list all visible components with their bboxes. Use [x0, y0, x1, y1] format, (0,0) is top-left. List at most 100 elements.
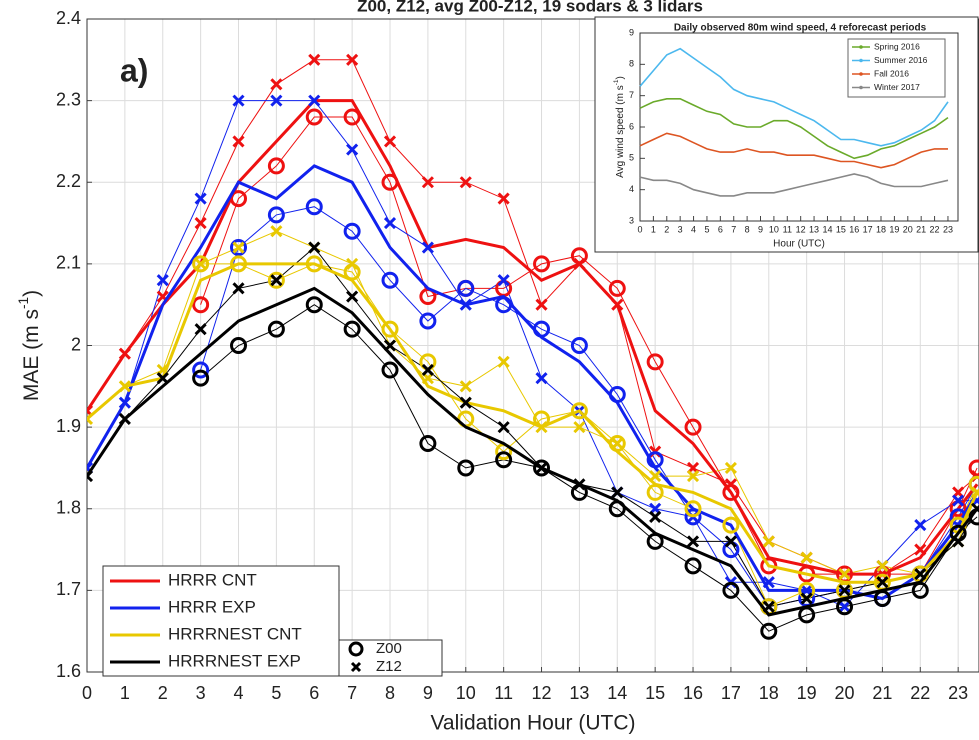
y-axis-label: MAE (m s-1): [16, 290, 42, 401]
z12-marker: [232, 241, 245, 254]
x-tick-label: 19: [797, 683, 817, 703]
z12-marker: [156, 274, 169, 287]
avg-line: [87, 262, 979, 584]
z12-marker: [724, 461, 737, 474]
x-tick-label: 3: [678, 224, 683, 234]
z12-marker: [194, 257, 207, 270]
x-tick-label: 15: [645, 683, 665, 703]
z12-marker: [497, 274, 510, 287]
x-tick-label: 6: [718, 224, 723, 234]
z00-marker: [570, 402, 588, 420]
y-axis-label-sup: -1: [613, 79, 620, 85]
z12-marker: [308, 241, 321, 254]
x-tick-label: 4: [691, 224, 696, 234]
z12-marker: [421, 363, 434, 377]
x-tick-label: 18: [759, 683, 779, 703]
y-tick-label: 6: [629, 121, 634, 131]
x-tick-label: 16: [683, 683, 703, 703]
x-tick-label: 11: [494, 683, 513, 703]
plot-frame: [86, 18, 979, 673]
z12-marker: [346, 290, 359, 303]
y-tick-label: 2.4: [56, 8, 81, 28]
z00-marker: [684, 500, 702, 518]
z00-marker: [419, 434, 437, 452]
z00-marker: [267, 271, 285, 289]
legend-label: Fall 2016: [874, 68, 909, 78]
x-axis-label: Hour (UTC): [773, 239, 825, 250]
z00-marker: [608, 279, 626, 297]
series-line: [639, 173, 949, 197]
x-tick-label: 8: [745, 224, 750, 234]
legend-label: Summer 2016: [874, 55, 928, 65]
x-tick-label: 9: [423, 683, 433, 703]
z00-marker: [684, 418, 702, 436]
y-axis-label-tail: ): [20, 290, 43, 297]
z00-marker: [760, 622, 778, 640]
z12-marker: [459, 176, 472, 189]
x-tick-label: 10: [769, 224, 779, 234]
z00-marker: [192, 255, 210, 273]
z00-marker: [684, 557, 702, 575]
y-tick-label: 1.7: [56, 579, 81, 599]
x-tick-label: 2: [158, 683, 168, 703]
z12-line: [87, 230, 978, 575]
x-tick-label: 17: [863, 224, 873, 234]
x-tick-label: 10: [456, 683, 476, 703]
z00-marker: [381, 271, 399, 289]
x-tick-label: 18: [876, 224, 886, 234]
y-tick-label: 8: [629, 59, 634, 69]
plot-frame: [639, 32, 959, 222]
x-tick-label: 5: [704, 224, 709, 234]
y-tick-label: 7: [629, 90, 634, 100]
y-tick-label: 2.3: [56, 89, 81, 109]
x-tick-label: 6: [309, 683, 319, 703]
z12-marker: [194, 217, 207, 230]
z12-marker: [232, 282, 245, 295]
x-tick-label: 7: [731, 224, 736, 234]
y-tick-label: 2.2: [56, 171, 81, 191]
z12-marker: [838, 584, 851, 597]
x-tick-label: 15: [836, 224, 846, 234]
x-tick-label: 20: [903, 224, 913, 234]
y-tick-label: 2.1: [56, 253, 81, 273]
z12-marker: [232, 94, 245, 107]
legend-label: HRRRNEST CNT: [168, 624, 302, 643]
z12-marker: [346, 53, 359, 66]
x-tick-label: 21: [916, 224, 926, 234]
z00-marker: [305, 296, 323, 314]
x-tick-label: 0: [82, 683, 92, 703]
z12-marker: [876, 576, 889, 589]
z00-line: [200, 304, 978, 632]
y-tick-label: 1.8: [56, 498, 81, 518]
z12-marker: [686, 470, 700, 483]
x-axis-label: Validation Hour (UTC): [430, 712, 635, 735]
z12-marker: [762, 535, 775, 548]
legend-label: Winter 2017: [874, 82, 920, 92]
z00-marker: [230, 239, 248, 257]
x-tick-label: 8: [385, 683, 395, 703]
legend-label: HRRR EXP: [168, 597, 256, 616]
z12-marker: [346, 143, 359, 156]
z00-marker: [192, 369, 210, 387]
z00-marker: [343, 108, 361, 126]
y-axis-label-sup: -1: [16, 297, 31, 309]
z00-marker: [343, 320, 361, 338]
x-tick-label: 2: [664, 224, 669, 234]
x-tick-label: 13: [809, 224, 819, 234]
z12-marker: [421, 176, 434, 189]
z00-line: [200, 263, 978, 608]
x-tick-label: 1: [120, 683, 130, 703]
x-tick-label: 16: [849, 224, 859, 234]
z12-marker: [724, 535, 737, 548]
x-tick-label: 12: [796, 224, 806, 234]
x-tick-label: 11: [783, 224, 792, 234]
z00-marker: [419, 312, 437, 330]
y-tick-label: 1.9: [56, 416, 81, 436]
z12-marker: [308, 94, 321, 107]
x-tick-label: 0: [637, 224, 642, 234]
legend-dot: [859, 85, 863, 90]
y-axis-label-text: Avg wind speed (m s: [615, 85, 626, 178]
z12-marker: [232, 135, 245, 148]
z12-marker: [611, 486, 624, 499]
z12-marker: [459, 380, 472, 393]
